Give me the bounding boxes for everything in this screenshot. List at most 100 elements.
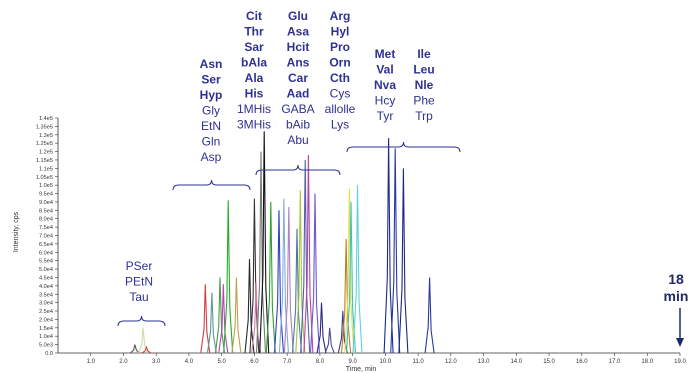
compound-label: Phe <box>413 94 435 108</box>
y-tick-label: 4.0e4 <box>39 284 53 290</box>
compound-label: Lys <box>331 118 349 132</box>
compound-label: Asp <box>201 150 222 164</box>
compound-label: Thr <box>244 25 264 39</box>
compound-label: Nle <box>415 78 434 92</box>
end-marker-arrowhead <box>676 338 684 347</box>
y-tick-label: 8.5e4 <box>39 208 53 214</box>
brace <box>117 315 166 327</box>
y-tick-label: 1.0e4 <box>39 334 53 340</box>
y-tick-label: 1.05e5 <box>36 175 53 181</box>
x-tick-label: 14.0 <box>510 359 522 365</box>
peak <box>283 206 294 354</box>
brace <box>172 179 251 191</box>
compound-label: Car <box>288 71 308 85</box>
peak <box>295 190 306 354</box>
peak <box>390 148 401 354</box>
compound-label: Ser <box>201 73 221 87</box>
y-tick-label: 7.5e4 <box>39 225 53 231</box>
peak <box>345 201 357 354</box>
peak <box>255 151 267 354</box>
y-tick-label: 9.0e4 <box>39 200 53 206</box>
y-axis-label: Intensity, cps <box>13 211 20 252</box>
peak <box>383 138 394 354</box>
x-tick-label: 13.0 <box>478 359 490 365</box>
peak <box>424 277 435 354</box>
y-tick-label: 1.15e5 <box>36 158 53 164</box>
end-marker-line2: min <box>664 288 689 304</box>
y-tick-label: 9.5e4 <box>39 192 53 198</box>
y-tick-label: 1.4e5 <box>39 116 53 122</box>
peak <box>244 258 255 354</box>
compound-label: Orn <box>329 56 350 70</box>
x-tick-label: 7.0 <box>283 359 292 365</box>
peak <box>303 154 314 354</box>
peak <box>251 282 262 354</box>
peak <box>214 277 226 354</box>
compound-label: Val <box>376 63 393 77</box>
y-tick-label: 1.25e5 <box>36 141 53 147</box>
brace <box>346 141 461 153</box>
compound-label: Gln <box>202 135 221 149</box>
peak <box>309 193 321 354</box>
peak <box>223 200 234 354</box>
x-tick-label: 12.0 <box>445 359 457 365</box>
x-axis-label: Time, min <box>346 366 377 373</box>
compound-label: allolle <box>325 102 356 116</box>
compound-label: Tyr <box>377 109 394 123</box>
peak <box>141 345 152 354</box>
compound-label: bAla <box>241 56 267 70</box>
compound-label: Cys <box>330 87 351 101</box>
compound-label: Tau <box>129 290 148 304</box>
compound-label: Sar <box>244 40 264 54</box>
y-tick-label: 6.5e4 <box>39 242 53 248</box>
x-tick-label: 6.0 <box>250 359 259 365</box>
compound-label: 3MHis <box>237 118 271 132</box>
peak <box>218 284 229 354</box>
x-tick-label: 1.0 <box>87 359 96 365</box>
y-tick-label: 1.35e5 <box>36 124 53 130</box>
compound-label: Cth <box>330 71 350 85</box>
axes: 1.0 2.0 3.0 4.0 5.0 6.0 7.0 8.0 9.0 10.0 11.0 12.0 1… <box>36 116 687 365</box>
x-tick-label: 2.0 <box>119 359 128 365</box>
compound-label: PSer <box>126 259 153 273</box>
peak <box>200 284 211 354</box>
y-tick-label: 3.5e4 <box>39 292 53 298</box>
peak <box>291 228 303 354</box>
y-tick-label: 8.0e4 <box>39 217 53 223</box>
peak <box>344 188 355 354</box>
x-tick-label: 16.0 <box>576 359 588 365</box>
peak <box>300 159 311 354</box>
peak <box>324 327 335 354</box>
peaks <box>130 131 435 354</box>
compound-label: His <box>245 87 264 101</box>
peak <box>273 210 285 354</box>
compound-label: Pro <box>330 40 350 54</box>
compound-label: Met <box>375 47 396 61</box>
y-tick-label: 5.0e4 <box>39 267 53 273</box>
x-tick-label: 15.0 <box>543 359 555 365</box>
peak <box>138 327 149 354</box>
x-tick-label: 19.0 <box>674 359 686 365</box>
y-tick-label: 4.5e4 <box>39 275 53 281</box>
peak <box>341 238 352 354</box>
y-tick-label: 1.2e5 <box>39 150 53 156</box>
peak <box>265 201 276 354</box>
peak <box>259 131 270 354</box>
compound-label: Ile <box>417 47 431 61</box>
brace <box>255 164 341 176</box>
x-tick-label: 5.0 <box>218 359 227 365</box>
peak <box>278 198 289 354</box>
compound-label: Arg <box>330 9 351 23</box>
y-tick-label: 7.0e4 <box>39 234 53 240</box>
compound-label: Ala <box>245 71 264 85</box>
y-tick-label: 6.0e4 <box>39 250 53 256</box>
x-tick-label: 10.0 <box>380 359 392 365</box>
compound-label: Hcy <box>375 94 396 108</box>
compound-label: bAib <box>286 118 310 132</box>
peak <box>206 292 217 354</box>
end-marker-line1: 18 <box>668 271 684 287</box>
peak <box>352 185 363 354</box>
y-tick-label: 1.5e4 <box>39 326 53 332</box>
